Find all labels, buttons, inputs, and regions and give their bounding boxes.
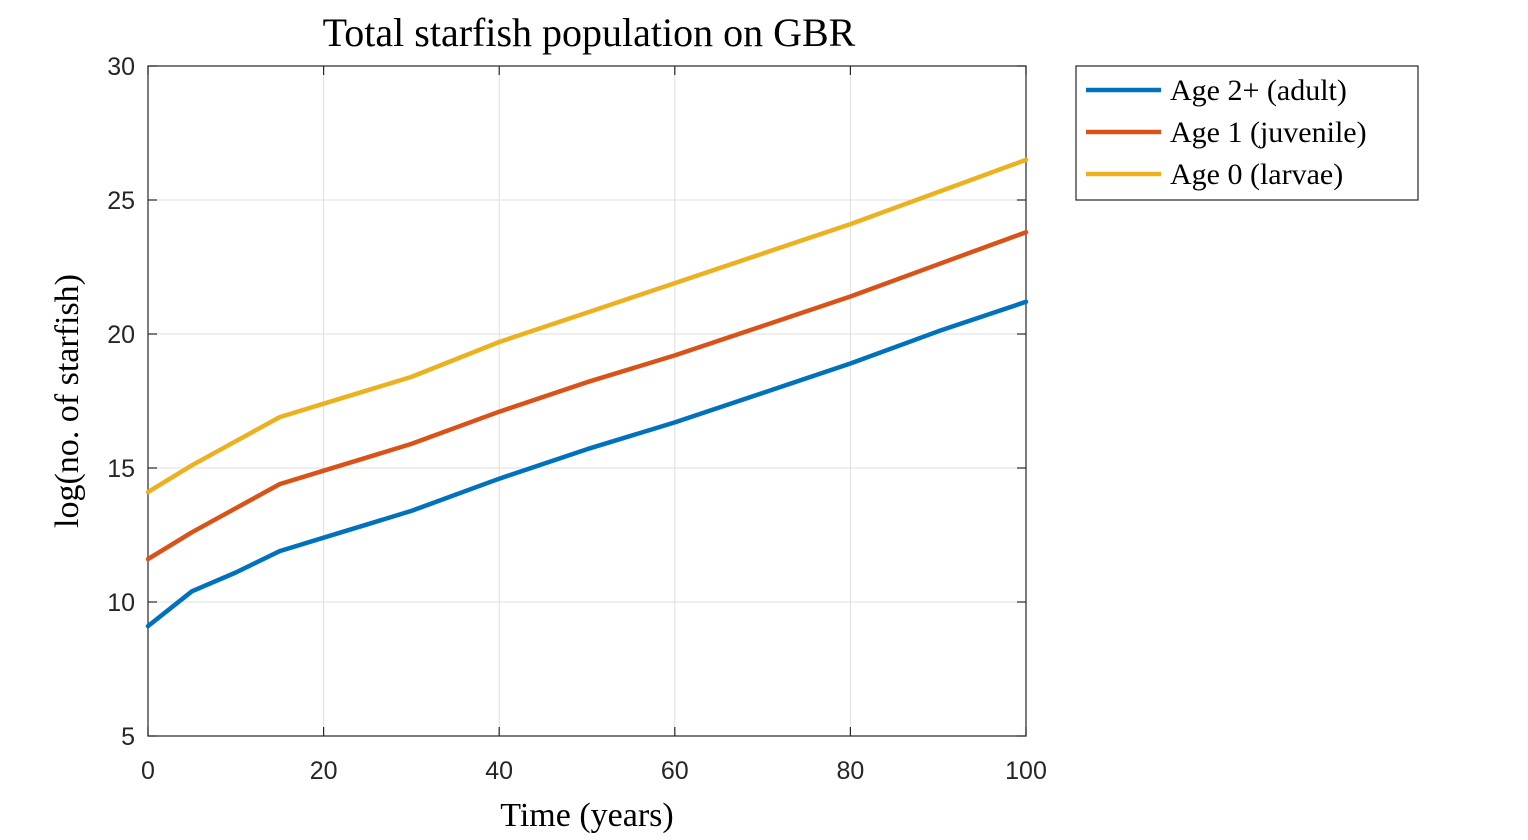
legend-label: Age 1 (juvenile) [1170,116,1367,149]
x-tick-label: 0 [141,757,155,785]
legend-label: Age 2+ (adult) [1170,74,1347,107]
x-tick-label: 40 [485,757,513,785]
y-tick-label: 25 [107,187,135,215]
legend-label: Age 0 (larvae) [1170,158,1343,191]
y-axis-title: log(no. of starfish) [49,274,86,528]
series-line [145,157,1029,495]
series-line [145,299,1029,629]
y-tick-label: 15 [107,455,135,483]
grid-lines [148,66,1026,736]
legend: Age 2+ (adult) Age 1 (juvenile) Age 0 (lar… [1075,65,1419,201]
x-tick-label: 60 [661,757,689,785]
y-tick-label: 5 [121,723,135,751]
y-tick-label: 30 [107,53,135,81]
x-tick-label: 20 [310,757,338,785]
y-tick-label: 10 [107,589,135,617]
y-tick-label: 20 [107,321,135,349]
chart-title: Total starfish population on GBR [323,10,856,55]
x-axis: 0 20 40 60 80 100 [141,66,1047,785]
y-axis: 5 10 15 20 25 30 [107,53,1026,751]
series-lines [145,157,1029,629]
x-tick-label: 100 [1005,757,1047,785]
x-axis-title: Time (years) [500,797,673,834]
plot-area-frame [147,65,1027,737]
series-line [145,229,1029,562]
x-tick-label: 80 [836,757,864,785]
